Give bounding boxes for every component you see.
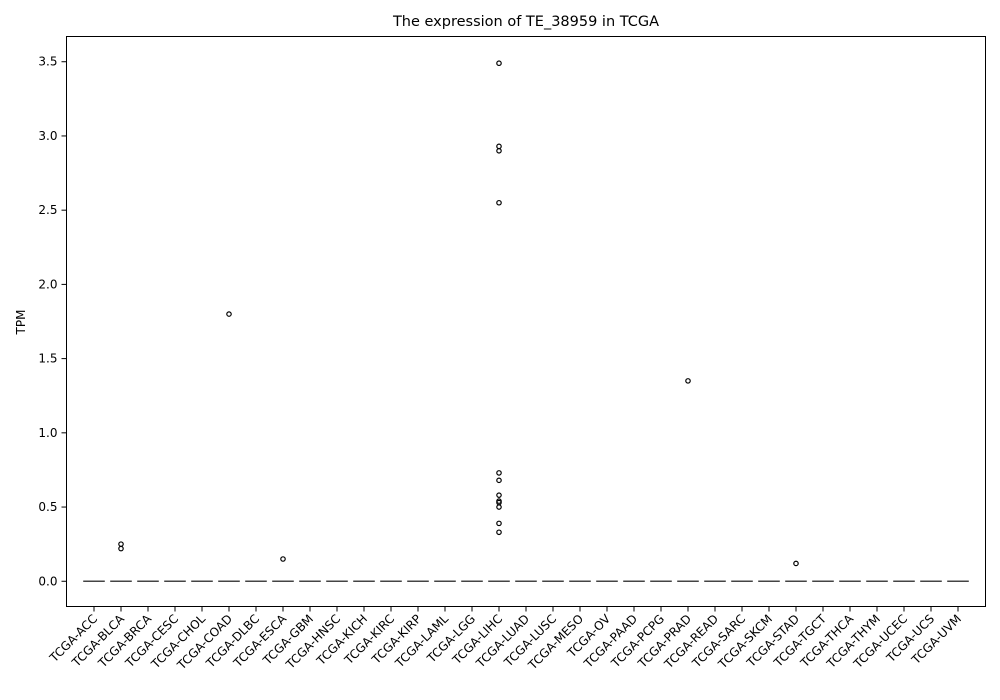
outlier-point <box>118 545 124 552</box>
y-tick-label: 1.0 <box>38 426 57 440</box>
plot-frame <box>66 36 986 607</box>
outlier-point <box>496 477 502 484</box>
y-tick-label: 2.0 <box>38 277 57 291</box>
y-tick-label: 1.5 <box>38 352 57 366</box>
y-axis: 0.0 0.5 1.0 1.5 2.0 2.5 3.0 3.5 <box>38 55 67 588</box>
outlier-point <box>793 560 799 567</box>
x-axis: TCGA-ACCTCGA-BLCATCGA-BRCATCGA-CESCTCGA-… <box>46 606 964 673</box>
y-tick-label: 0.0 <box>38 574 57 588</box>
outlier-point <box>280 556 286 562</box>
outlier-point <box>496 492 502 498</box>
outlier-point <box>118 541 124 547</box>
outlier-point <box>496 147 502 154</box>
outlier-point <box>685 378 691 384</box>
y-tick-label: 3.0 <box>38 129 57 143</box>
outlier-point <box>496 504 502 510</box>
y-axis-label: TPM <box>14 310 28 336</box>
outlier-point <box>496 60 502 67</box>
y-tick-label: 0.5 <box>38 500 57 514</box>
outlier-point <box>496 529 502 536</box>
y-tick-label: 3.5 <box>38 55 57 69</box>
chart-title: The expression of TE_38959 in TCGA <box>392 14 659 30</box>
y-tick-label: 2.5 <box>38 203 57 217</box>
outlier-point <box>496 470 502 476</box>
outliers <box>118 60 799 567</box>
outlier-point <box>496 143 502 150</box>
outlier-point <box>226 311 232 317</box>
outlier-point <box>496 520 502 527</box>
outlier-point <box>496 199 502 206</box>
